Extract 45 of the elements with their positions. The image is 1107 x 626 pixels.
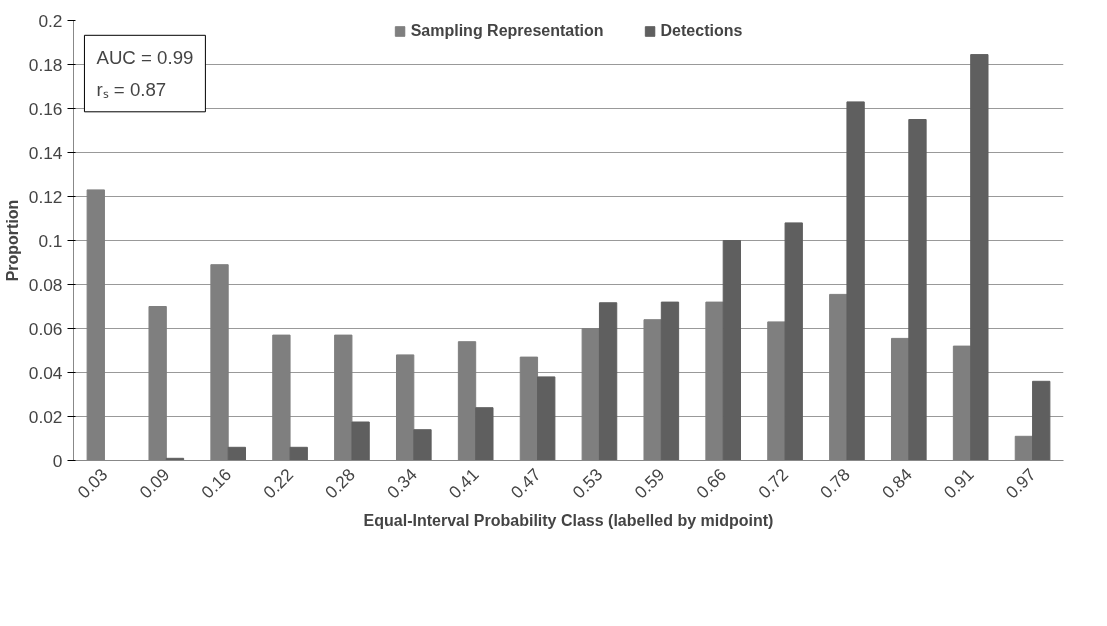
x-axis-title: Equal-Interval Probability Class (labelled by midpoint)	[363, 511, 774, 529]
x-tick-label: 0.34	[382, 464, 422, 503]
bar	[970, 54, 989, 461]
annotation: AUC = 0.99	[96, 47, 194, 69]
x-tick-label: 0.72	[754, 464, 793, 503]
x-tick-label: 0.66	[692, 464, 731, 503]
x-tick-label: 0.22	[259, 464, 298, 503]
x-tick-label: 0.91	[939, 464, 978, 503]
legend-label: Sampling Representation	[410, 22, 604, 40]
y-tick-label: 0.06	[28, 318, 63, 339]
bar	[722, 240, 742, 461]
x-tick-label: 0.03	[73, 464, 112, 503]
x-tick-label: 0.53	[568, 464, 607, 503]
y-tick-label: 0.18	[28, 54, 63, 75]
bar	[1032, 380, 1051, 461]
y-axis-title: Proportion	[3, 199, 21, 282]
bar	[537, 376, 556, 461]
legend-label: Detections	[660, 22, 743, 40]
x-tick-label: 0.41	[444, 464, 483, 503]
x-tick-label: 0.59	[630, 464, 669, 503]
bar	[475, 407, 494, 461]
bar	[289, 446, 308, 461]
bar	[846, 101, 865, 461]
x-tick-label: 0.78	[816, 464, 855, 503]
x-tick-label: 0.84	[877, 464, 917, 503]
x-tick-label: 0.09	[135, 464, 174, 503]
y-tick-label: 0.08	[28, 274, 63, 295]
bar	[660, 301, 680, 461]
bar	[351, 421, 370, 461]
bar	[908, 119, 927, 461]
y-tick-label: 0.2	[38, 10, 63, 31]
y-tick-label: 0.02	[28, 406, 63, 427]
y-tick-label: 0.1	[38, 230, 63, 251]
x-tick-label: 0.16	[197, 464, 236, 503]
annotation: rₛ = 0.87	[96, 78, 167, 100]
bar	[598, 302, 618, 461]
x-tick-label: 0.28	[321, 464, 360, 503]
bar	[413, 429, 432, 461]
bar	[784, 222, 803, 461]
y-tick-label: 0.12	[28, 186, 63, 207]
y-tick-label: 0.14	[28, 142, 63, 163]
y-tick-label: 0	[52, 450, 63, 471]
y-tick-label: 0.16	[28, 98, 63, 119]
y-tick-label: 0.04	[28, 362, 63, 383]
bar	[227, 446, 247, 461]
